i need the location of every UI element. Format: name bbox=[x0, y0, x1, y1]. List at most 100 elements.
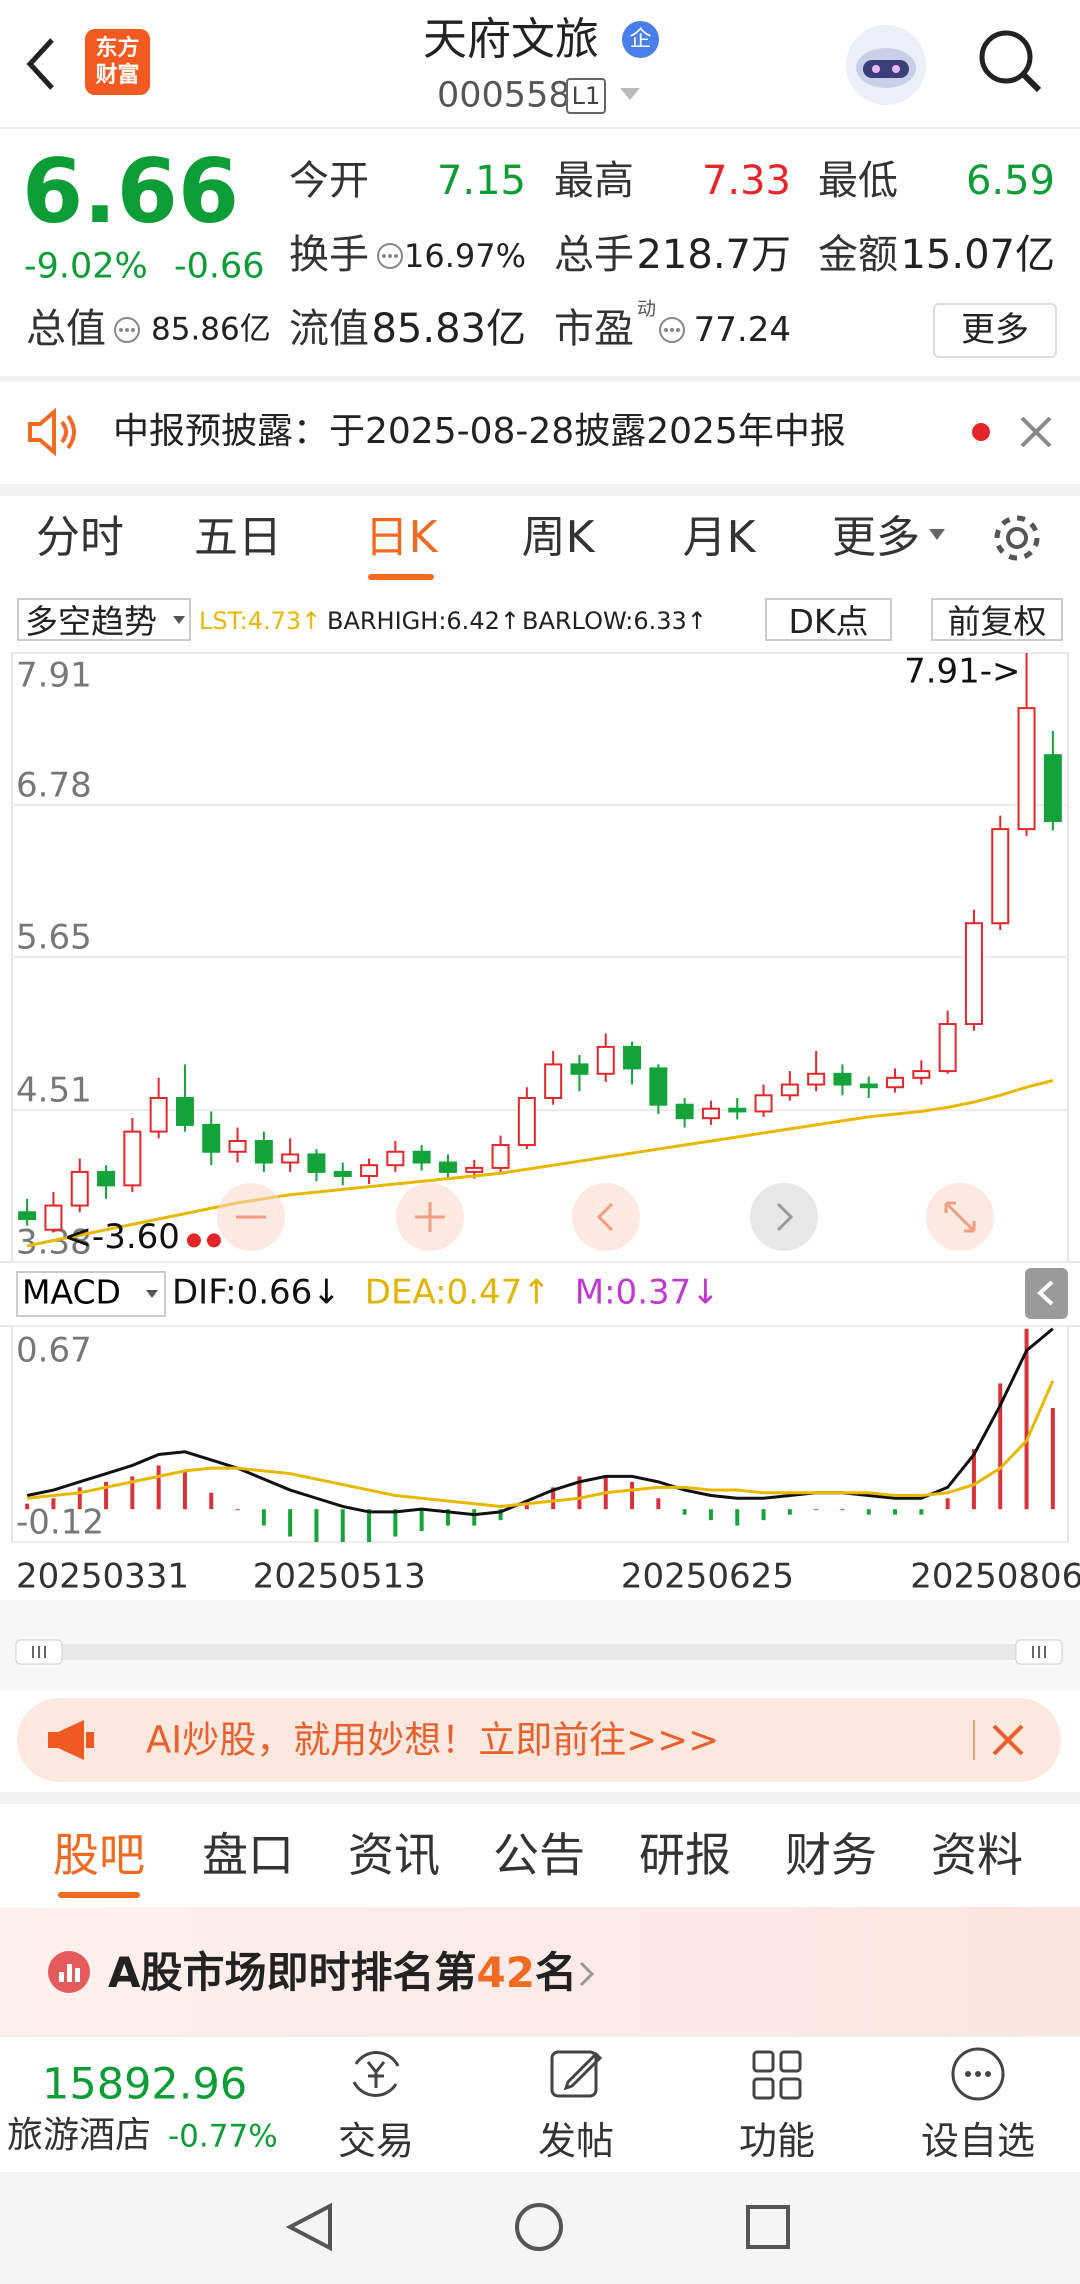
stat-label: 最低 bbox=[818, 158, 898, 204]
scroll-handle[interactable] bbox=[15, 1639, 63, 1665]
macd-bar bbox=[1024, 1328, 1029, 1510]
macd-bar bbox=[866, 1509, 871, 1515]
stat-value: 85.83亿 bbox=[371, 306, 526, 352]
candle-body bbox=[780, 1083, 799, 1097]
section-tab[interactable]: 财务 bbox=[785, 1828, 877, 1882]
more-button[interactable]: 更多 bbox=[933, 303, 1057, 358]
stat-value: 15.07亿 bbox=[900, 232, 1055, 278]
settings-button[interactable] bbox=[990, 511, 1044, 565]
collapse-button[interactable] bbox=[1025, 1268, 1068, 1319]
macd-bar bbox=[261, 1509, 266, 1526]
candle-body bbox=[754, 1094, 773, 1113]
candle-body bbox=[123, 1130, 142, 1187]
candle-body bbox=[938, 1023, 957, 1073]
macd-bar bbox=[551, 1487, 556, 1510]
price: 6.66 bbox=[22, 140, 240, 243]
macd-bar bbox=[130, 1476, 135, 1510]
candle-body bbox=[596, 1045, 615, 1075]
trade-icon bbox=[352, 2051, 400, 2097]
action-label[interactable]: 功能 bbox=[738, 2119, 816, 2163]
info-icon[interactable] bbox=[375, 241, 405, 271]
macd-bar bbox=[708, 1509, 713, 1521]
dk-button[interactable]: DK点 bbox=[765, 598, 892, 641]
period-tab[interactable]: 更多 bbox=[832, 512, 920, 563]
rank-text[interactable]: A股市场即时排名第42名 bbox=[108, 1952, 577, 1994]
divider bbox=[973, 1720, 975, 1760]
close-button[interactable] bbox=[990, 1722, 1026, 1758]
back-button[interactable] bbox=[20, 34, 60, 94]
candle-body bbox=[97, 1170, 116, 1187]
action-label[interactable]: 设自选 bbox=[920, 2119, 1036, 2163]
ai-banner-text[interactable]: AI炒股，就用妙想！立即前往>>> bbox=[146, 1718, 720, 1762]
info-icon[interactable] bbox=[112, 315, 142, 345]
stat-sup: 动 bbox=[637, 298, 657, 320]
period-tab-active[interactable]: 日K bbox=[364, 512, 438, 563]
nav-recent[interactable] bbox=[746, 2205, 790, 2249]
candle-body bbox=[70, 1170, 89, 1207]
y-tick-label: -0.12 bbox=[16, 1503, 104, 1543]
period-tab[interactable]: 周K bbox=[521, 512, 595, 563]
dropdown-icon[interactable] bbox=[618, 86, 642, 102]
section-tab[interactable]: 研报 bbox=[639, 1828, 731, 1882]
indicator-value: BARLOW:6.33↑ bbox=[522, 607, 707, 635]
section-tab-active[interactable]: 股吧 bbox=[53, 1828, 145, 1882]
macd-bar bbox=[656, 1498, 661, 1510]
period-tab[interactable]: 月K bbox=[682, 512, 756, 563]
nav-buttons bbox=[285, 2202, 790, 2252]
macd-bar bbox=[524, 1503, 529, 1510]
macd-bar bbox=[156, 1465, 161, 1510]
separator bbox=[0, 1792, 1080, 1804]
stat-value: 85.86亿 bbox=[151, 311, 271, 348]
indicator-select[interactable]: 多空趋势 bbox=[17, 598, 191, 641]
candle-body bbox=[149, 1096, 168, 1133]
rank-number: 42 bbox=[476, 1948, 535, 1997]
charts: MACD 7.916.785.654.513.387.91-><-3.60202… bbox=[0, 652, 1080, 1597]
candle-body bbox=[833, 1072, 852, 1086]
macd-select[interactable] bbox=[16, 1271, 166, 1317]
icon bbox=[944, 1201, 976, 1233]
macd-bar bbox=[630, 1481, 635, 1510]
notice-text[interactable]: 中报预披露：于2025-08-28披露2025年中报 bbox=[113, 411, 846, 452]
search-button[interactable] bbox=[975, 26, 1045, 96]
scroll-track[interactable] bbox=[17, 1644, 1063, 1660]
stat-label: 今开 bbox=[289, 158, 369, 204]
macd-bar bbox=[419, 1509, 424, 1532]
index-change: -0.77% bbox=[168, 2118, 278, 2155]
icon bbox=[596, 1202, 614, 1232]
nav-back[interactable] bbox=[285, 2202, 332, 2252]
macd-bar bbox=[577, 1476, 582, 1510]
candle-body bbox=[623, 1045, 642, 1070]
scroll-handle[interactable] bbox=[1015, 1639, 1063, 1665]
section-tab[interactable]: 资料 bbox=[931, 1828, 1023, 1882]
index-name[interactable]: 旅游酒店 bbox=[7, 2115, 152, 2156]
index-value[interactable]: 15892.96 bbox=[42, 2059, 248, 2110]
period-tab[interactable]: 分时 bbox=[36, 512, 124, 563]
macd-bar bbox=[235, 1509, 240, 1511]
stat-value: 7.15 bbox=[436, 158, 526, 204]
nav-home[interactable] bbox=[515, 2203, 563, 2251]
info-icon[interactable] bbox=[657, 315, 687, 345]
candle-body bbox=[570, 1063, 589, 1075]
macd-bar bbox=[840, 1509, 845, 1511]
rank-banner[interactable] bbox=[0, 1907, 1080, 2035]
x-tick-label: 20250625 bbox=[621, 1557, 794, 1597]
dropdown-icon bbox=[929, 529, 945, 540]
adjust-button[interactable]: 前复权 bbox=[931, 598, 1063, 641]
next-button[interactable] bbox=[750, 1183, 818, 1251]
dropdown-icon bbox=[146, 1290, 158, 1298]
section-tab[interactable]: 盘口 bbox=[202, 1828, 294, 1882]
action-label[interactable]: 发帖 bbox=[537, 2119, 615, 2163]
candle-body bbox=[544, 1063, 563, 1099]
ai-banner[interactable] bbox=[17, 1698, 1061, 1782]
assistant-avatar[interactable] bbox=[843, 22, 929, 108]
candle-body bbox=[701, 1107, 720, 1120]
app-logo[interactable]: 东方 财富 bbox=[85, 29, 150, 95]
action-label[interactable]: 交易 bbox=[337, 2119, 415, 2163]
close-button[interactable] bbox=[1018, 414, 1054, 450]
section-tab[interactable]: 公告 bbox=[493, 1828, 585, 1882]
section-tab[interactable]: 资讯 bbox=[348, 1828, 440, 1882]
logo-text: 财富 bbox=[95, 63, 140, 88]
period-tab[interactable]: 五日 bbox=[194, 512, 282, 563]
stat-value: 16.97% bbox=[403, 237, 526, 275]
prev-button[interactable] bbox=[572, 1183, 640, 1251]
